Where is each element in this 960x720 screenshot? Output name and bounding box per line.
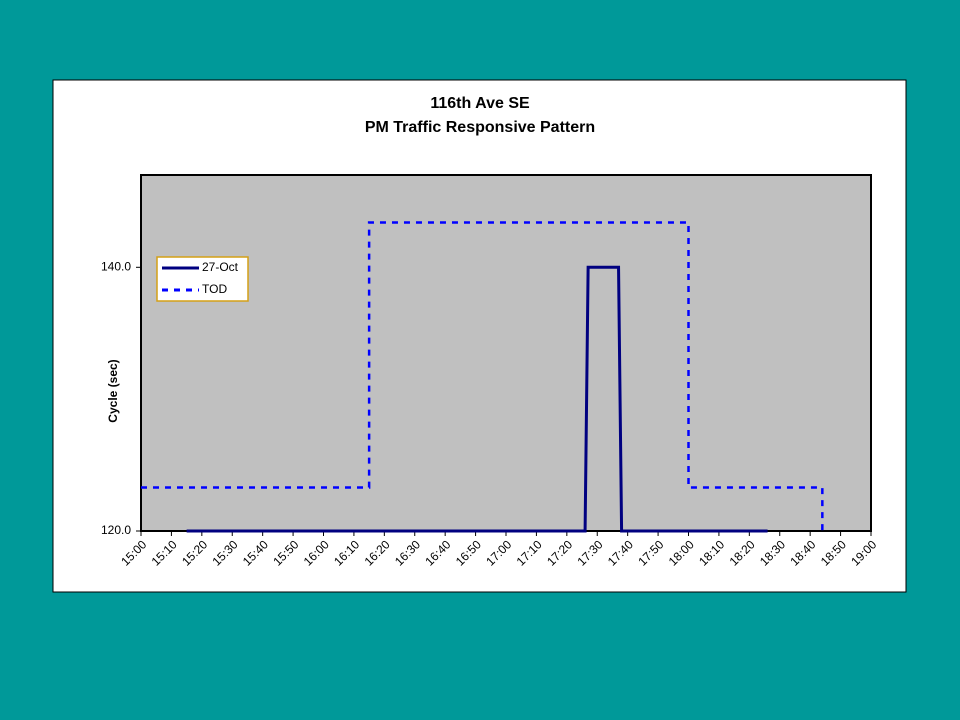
y-tick-label: 120.0 (101, 523, 131, 537)
series-line (186, 265, 768, 533)
legend-label: TOD (202, 282, 227, 296)
legend-box (156, 256, 249, 302)
chart-subtitle: PM Traffic Responsive Pattern (365, 119, 595, 136)
series-line (141, 221, 824, 531)
legend-label: 27-Oct (202, 260, 239, 274)
legend: 27-Oct TOD (156, 256, 249, 302)
plot-area (140, 174, 872, 532)
y-axis-label: Cycle (sec) (106, 359, 120, 422)
chart-title: 116th Ave SE (430, 95, 530, 112)
y-tick-label: 140.0 (101, 259, 131, 273)
